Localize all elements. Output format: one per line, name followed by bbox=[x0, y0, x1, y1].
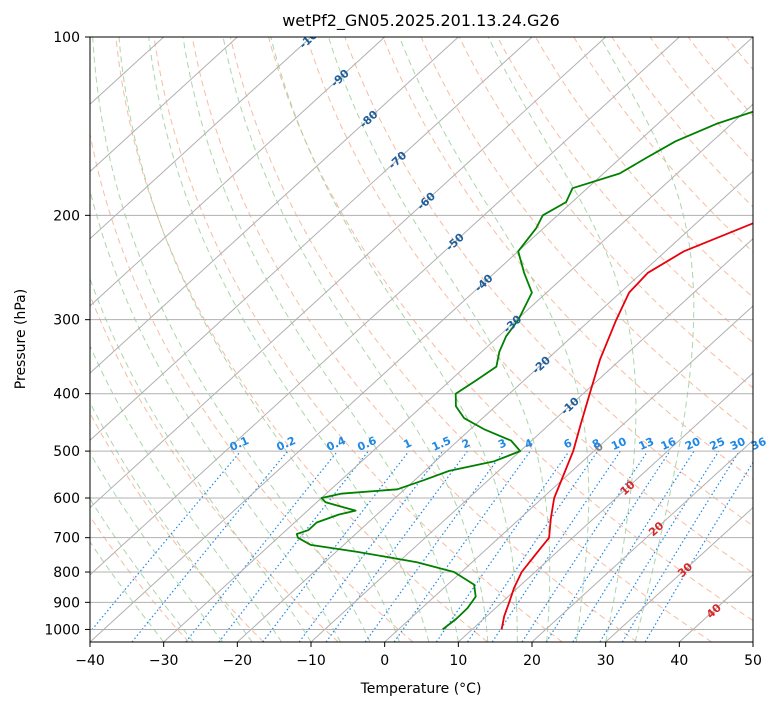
dry-adiabat bbox=[382, 37, 753, 481]
mixing-ratio-label: 30 bbox=[728, 435, 748, 453]
x-tick-label: −20 bbox=[223, 653, 253, 669]
mixing-ratio-label: 13 bbox=[637, 435, 656, 453]
moist-adiabat bbox=[90, 452, 223, 642]
y-tick-label: 900 bbox=[53, 595, 80, 611]
mixing-ratio-label: 10 bbox=[609, 435, 629, 453]
isotherm-grid-line bbox=[457, 372, 753, 642]
moist-adiabat bbox=[90, 497, 194, 642]
moist-adiabat bbox=[270, 37, 518, 642]
isotherm-grid-line bbox=[90, 37, 238, 173]
y-axis-label: Pressure (hPa) bbox=[13, 289, 29, 389]
isotherm-grid-line bbox=[605, 506, 753, 642]
moist-adiabat bbox=[222, 37, 489, 642]
dry-adiabat bbox=[306, 37, 753, 574]
mixing-ratio-line bbox=[435, 450, 570, 642]
y-tick-label: 700 bbox=[53, 531, 80, 547]
dry-adiabats bbox=[90, 37, 753, 642]
dry-adiabat bbox=[268, 37, 753, 622]
y-tick-label: 500 bbox=[53, 444, 80, 460]
mixing-ratio-line bbox=[545, 450, 671, 642]
dry-adiabat bbox=[153, 37, 563, 642]
dry-adiabat bbox=[496, 37, 753, 344]
x-axis-label: Temperature (°C) bbox=[360, 681, 482, 697]
x-tick-label: −30 bbox=[149, 653, 179, 669]
isotherm-grid-line bbox=[163, 103, 753, 642]
mixing-ratio-lines bbox=[90, 450, 753, 642]
dry-adiabat bbox=[191, 37, 638, 642]
isotherm-grid-line bbox=[90, 37, 753, 642]
y-tick-label: 600 bbox=[53, 491, 80, 507]
moist-adiabat bbox=[599, 37, 695, 642]
y-tick-label: 800 bbox=[53, 565, 80, 581]
isotherm-grid-line bbox=[90, 37, 459, 374]
moist-adiabat bbox=[118, 37, 400, 642]
moist-adiabat bbox=[148, 37, 430, 642]
dry-adiabat bbox=[90, 515, 190, 642]
x-tick-label: 10 bbox=[449, 653, 467, 669]
moist-adiabat bbox=[90, 188, 341, 642]
mixing-ratio-line bbox=[90, 450, 242, 633]
moist-adiabat bbox=[90, 401, 253, 642]
isotherm-grid-line bbox=[90, 37, 680, 576]
moist-adiabat bbox=[92, 37, 371, 642]
x-tick-label: 30 bbox=[597, 653, 615, 669]
x-tick-label: 0 bbox=[380, 653, 389, 669]
y-tick-label: 1000 bbox=[44, 622, 80, 638]
mixing-ratio-line bbox=[491, 450, 621, 642]
moist-adiabat bbox=[398, 37, 590, 642]
isotherm-grid-line bbox=[90, 37, 533, 442]
isotherm-grid-line bbox=[531, 439, 753, 642]
mixing-ratio-line bbox=[466, 450, 599, 642]
isotherm-grid-line bbox=[90, 37, 607, 509]
dry-adiabat bbox=[535, 37, 753, 298]
mixing-ratio-label: 36 bbox=[749, 435, 769, 453]
isotherm-grid-line bbox=[384, 305, 753, 642]
dry-adiabat bbox=[115, 37, 488, 642]
mixing-ratio-label: 16 bbox=[659, 435, 679, 453]
mixing-ratio-line bbox=[325, 450, 468, 642]
mixing-ratio-line bbox=[131, 450, 289, 642]
dewpoint-profile bbox=[295, 110, 753, 631]
isotherm-grid-line bbox=[90, 37, 312, 240]
x-tick-label: 50 bbox=[744, 653, 762, 669]
y-tick-label: 200 bbox=[53, 208, 80, 224]
y-tick-label: 300 bbox=[53, 313, 80, 329]
moist-adiabat bbox=[90, 540, 165, 642]
moist-adiabat bbox=[182, 37, 459, 642]
x-tick-label: 20 bbox=[523, 653, 541, 669]
mixing-ratio-line bbox=[185, 450, 339, 642]
mixing-ratio-line bbox=[298, 450, 444, 642]
mixing-ratio-label: 20 bbox=[683, 435, 703, 453]
isotherm-grid-line bbox=[90, 37, 386, 307]
isotherm-grid-line bbox=[310, 237, 753, 642]
profiles bbox=[295, 110, 753, 631]
mixing-ratio-line bbox=[521, 450, 649, 642]
x-tick-label: −10 bbox=[296, 653, 326, 669]
isotherm-grid-line bbox=[236, 170, 753, 642]
x-tick-label: −40 bbox=[75, 653, 105, 669]
mixing-ratio-line bbox=[262, 450, 410, 642]
axes: −40 −30 −20 −10 0 10 20 30 40 50 100 200 300 400 500 60… bbox=[44, 30, 762, 669]
temperature-profile bbox=[500, 222, 753, 630]
mixing-ratio-line bbox=[621, 450, 740, 642]
moist-adiabat bbox=[487, 37, 637, 642]
mixing-ratio-label: 25 bbox=[708, 435, 727, 453]
mixing-ratio-labels: 0.1 0.2 0.4 0.6 1 1.5 2 3 4 6 8 10 13 16 20 25 30 36 bbox=[228, 434, 769, 454]
grid-lines bbox=[90, 37, 753, 642]
dry-adiabat bbox=[90, 412, 264, 642]
y-tick-label: 400 bbox=[53, 387, 80, 403]
plot-frame bbox=[89, 36, 754, 643]
y-tick-label: 100 bbox=[53, 30, 80, 46]
mixing-ratio-line bbox=[572, 450, 695, 642]
x-tick-label: 40 bbox=[670, 653, 688, 669]
dry-adiabat bbox=[90, 131, 414, 642]
chart-title: wetPf2_GN05.2025.201.13.24.G26 bbox=[282, 11, 560, 31]
